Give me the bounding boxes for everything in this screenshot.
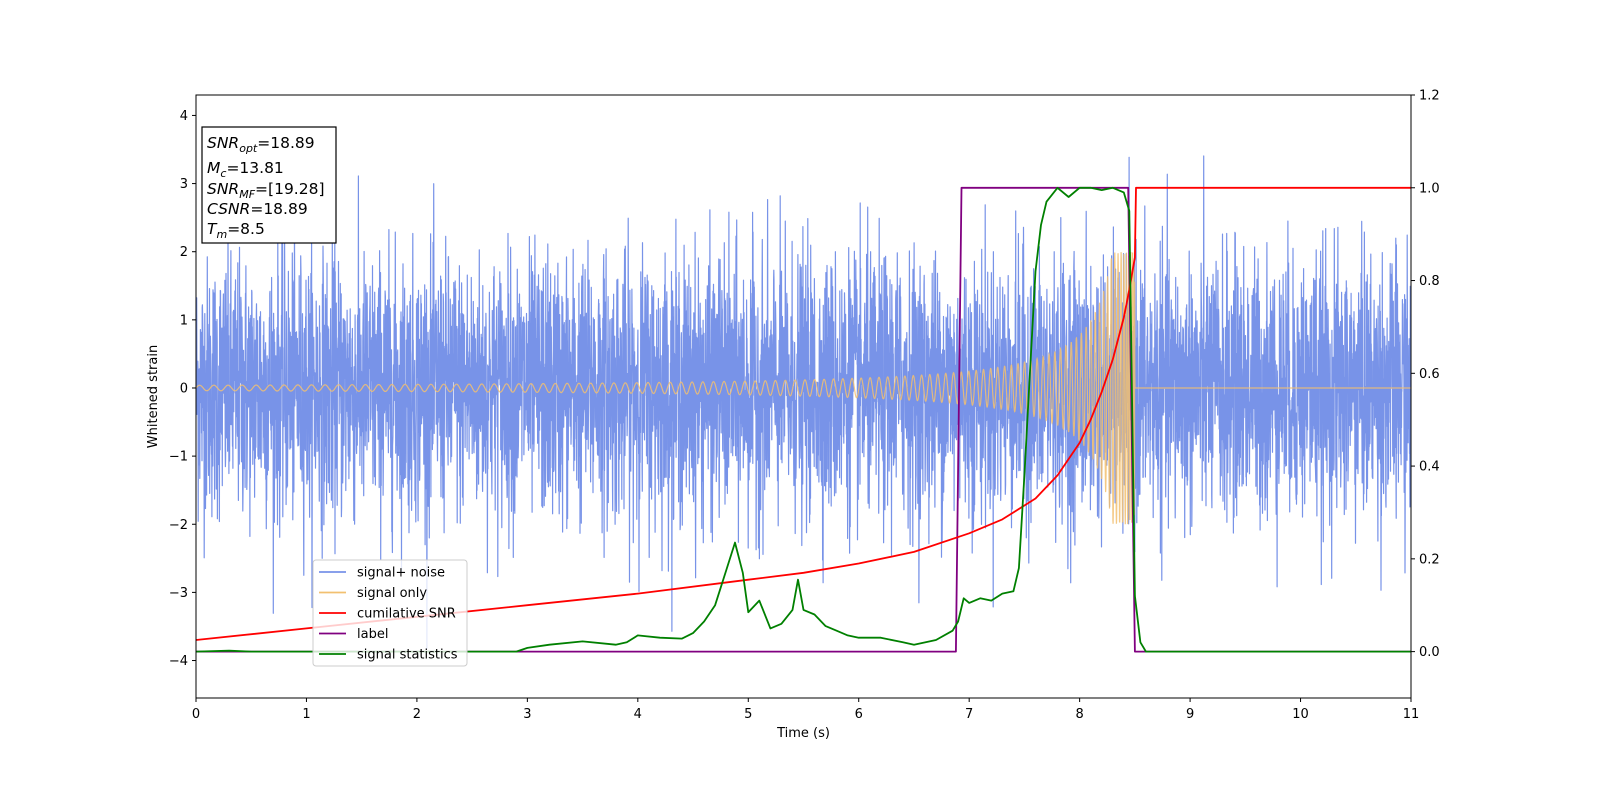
y-tick-label: −4 bbox=[169, 654, 188, 669]
series-line-signal-only bbox=[196, 251, 1411, 525]
plot-frame bbox=[195, 94, 1412, 699]
axes-layer: 0 1 2 3 4 5 6 7 8 9 10 11 −4 −3 −2 −1 0 1 2 3 4 0.0 0.2 0.4 0.6 0… bbox=[169, 89, 1440, 723]
x-tick-label: 3 bbox=[523, 707, 531, 722]
legend-label-cumilative-snr: cumilative SNR bbox=[357, 607, 456, 622]
legend-label-signal-noise: signal+ noise bbox=[357, 566, 445, 581]
series-line-signal-noise bbox=[196, 155, 1411, 649]
y2-tick-label: 0.6 bbox=[1419, 367, 1440, 382]
y2-tick-label: 0.4 bbox=[1419, 460, 1440, 475]
annotation-line: Tm=8.5 bbox=[207, 220, 265, 241]
y2-tick-label: 0.0 bbox=[1419, 645, 1440, 660]
noise-layer bbox=[196, 155, 1411, 649]
x-tick-label: 10 bbox=[1292, 707, 1309, 722]
x-axis-label: Time (s) bbox=[776, 726, 830, 741]
y-tick-label: 0 bbox=[180, 381, 188, 396]
y-tick-label: 3 bbox=[180, 177, 188, 192]
x-tick-label: 0 bbox=[192, 707, 200, 722]
x-tick-label: 8 bbox=[1075, 707, 1083, 722]
y-tick-label: −2 bbox=[169, 518, 188, 533]
annotation-frame bbox=[201, 126, 337, 244]
annotation-line: Mc=13.81 bbox=[207, 159, 284, 180]
y-tick-label: 4 bbox=[180, 109, 188, 124]
legend-label-signal-only: signal only bbox=[357, 586, 427, 601]
x-tick-label: 5 bbox=[744, 707, 752, 722]
x-tick-label: 6 bbox=[855, 707, 863, 722]
legend-label-signal-statistics: signal statistics bbox=[357, 648, 458, 663]
x-tick-label: 11 bbox=[1403, 707, 1420, 722]
legend-frame bbox=[312, 559, 468, 667]
y2-tick-label: 1.2 bbox=[1419, 89, 1440, 104]
right-axis-lines-layer bbox=[196, 186, 1411, 653]
y-tick-label: −1 bbox=[169, 450, 188, 465]
y2-tick-label: 0.8 bbox=[1419, 274, 1440, 289]
x-tick-label: 2 bbox=[413, 707, 421, 722]
annotation-line: SNRopt=18.89 bbox=[207, 134, 315, 155]
x-tick-label: 9 bbox=[1186, 707, 1194, 722]
chirp-layer bbox=[196, 251, 1411, 525]
y-tick-label: 1 bbox=[180, 313, 188, 328]
series-line-cumilative-snr bbox=[196, 186, 1411, 641]
legend: signal+ noise signal only cumilative SNR la… bbox=[312, 559, 468, 667]
x-tick-label: 7 bbox=[965, 707, 973, 722]
y-axis-label: Whitened strain bbox=[146, 345, 161, 448]
y2-tick-label: 1.0 bbox=[1419, 181, 1440, 196]
series-line-signal-statistics bbox=[196, 186, 1411, 653]
y-tick-label: 2 bbox=[180, 245, 188, 260]
legend-label-label: label bbox=[357, 627, 388, 642]
annotation-box: SNRopt=18.89 Mc=13.81SNRMF=[19.28]CSNR=18… bbox=[201, 126, 337, 244]
x-tick-label: 4 bbox=[634, 707, 642, 722]
y2-tick-label: 0.2 bbox=[1419, 552, 1440, 567]
y-tick-label: −3 bbox=[169, 586, 188, 601]
annotation-line: CSNR=18.89 bbox=[207, 200, 308, 218]
x-tick-label: 1 bbox=[302, 707, 310, 722]
annotation-line: SNRMF=[19.28] bbox=[207, 180, 325, 201]
